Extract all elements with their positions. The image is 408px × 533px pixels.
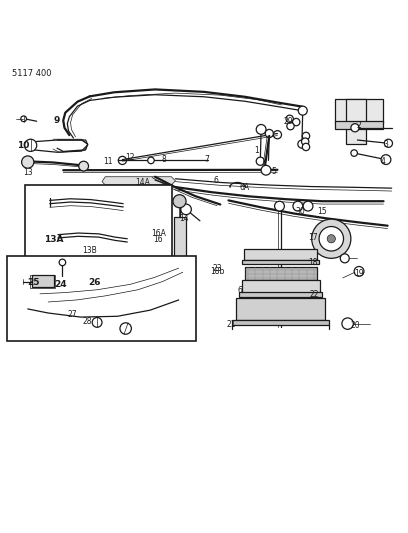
Circle shape [59,259,66,265]
Text: 24: 24 [54,280,67,289]
Text: 19: 19 [354,269,364,278]
Text: 15: 15 [317,207,327,216]
Text: 18b: 18b [210,267,224,276]
Circle shape [293,201,303,211]
Text: 13: 13 [23,168,33,177]
Text: 3: 3 [383,140,388,149]
Circle shape [298,106,307,115]
Circle shape [256,157,264,165]
Bar [32,276,54,287]
Bar [245,266,317,279]
Text: 16: 16 [153,235,163,244]
Text: 20: 20 [351,321,361,330]
Bar [335,121,383,128]
Text: 4: 4 [381,157,386,166]
Circle shape [275,201,284,211]
Circle shape [381,155,391,165]
Text: 13A: 13A [44,236,64,245]
Circle shape [293,118,300,126]
Text: 10: 10 [18,141,30,150]
Circle shape [302,143,310,151]
Text: 14: 14 [180,214,189,223]
Bar [242,280,320,293]
Text: 17: 17 [308,232,318,241]
Text: 28: 28 [83,317,93,326]
Circle shape [302,132,310,140]
Text: 12: 12 [125,152,135,161]
Circle shape [181,204,191,215]
Circle shape [173,195,186,208]
Text: 14A: 14A [135,177,150,187]
Circle shape [286,115,293,123]
Circle shape [302,138,309,146]
Circle shape [92,318,102,327]
Circle shape [312,219,351,259]
Text: 18: 18 [308,258,318,267]
Circle shape [261,165,271,175]
Circle shape [384,139,392,147]
Text: 16A: 16A [151,229,166,238]
Text: 5117 400: 5117 400 [12,69,52,78]
Bar [174,217,186,262]
Bar [30,274,55,288]
Bar [25,185,172,259]
Bar [236,298,325,320]
Circle shape [351,150,357,156]
Circle shape [24,139,37,151]
Circle shape [354,266,364,276]
Circle shape [22,156,34,168]
Text: 6: 6 [214,176,219,185]
Text: 2: 2 [357,121,361,130]
Bar [7,256,196,341]
Text: 9: 9 [53,116,60,125]
Circle shape [256,125,266,134]
Bar [335,99,383,123]
Text: 6A: 6A [240,183,250,192]
Bar [232,320,329,325]
Text: 23: 23 [212,264,222,273]
Text: 30: 30 [295,207,305,216]
Bar [244,248,317,260]
Text: 29: 29 [284,117,293,126]
Text: 27: 27 [68,310,78,319]
Text: 21: 21 [227,320,237,329]
Text: 7: 7 [205,155,210,164]
Circle shape [287,123,294,130]
Circle shape [265,130,273,138]
Text: 13B: 13B [82,246,97,255]
Circle shape [298,140,306,148]
Text: 5: 5 [272,167,277,176]
Circle shape [351,124,359,132]
Bar [346,99,366,144]
Circle shape [327,235,335,243]
Polygon shape [102,177,175,185]
Text: 11: 11 [103,157,113,166]
Circle shape [340,254,349,263]
Circle shape [21,116,27,122]
Text: 22: 22 [309,290,319,298]
Circle shape [342,318,353,329]
Bar [239,292,322,297]
Text: 6: 6 [237,286,242,295]
Circle shape [79,161,89,171]
Text: 26: 26 [89,278,101,287]
Circle shape [120,323,131,334]
Text: 25: 25 [27,278,40,287]
Circle shape [174,257,185,268]
Text: 8: 8 [162,155,166,164]
Circle shape [148,157,154,164]
Bar [242,260,319,264]
Text: 1: 1 [254,146,259,155]
Circle shape [319,227,344,251]
Circle shape [303,201,313,211]
